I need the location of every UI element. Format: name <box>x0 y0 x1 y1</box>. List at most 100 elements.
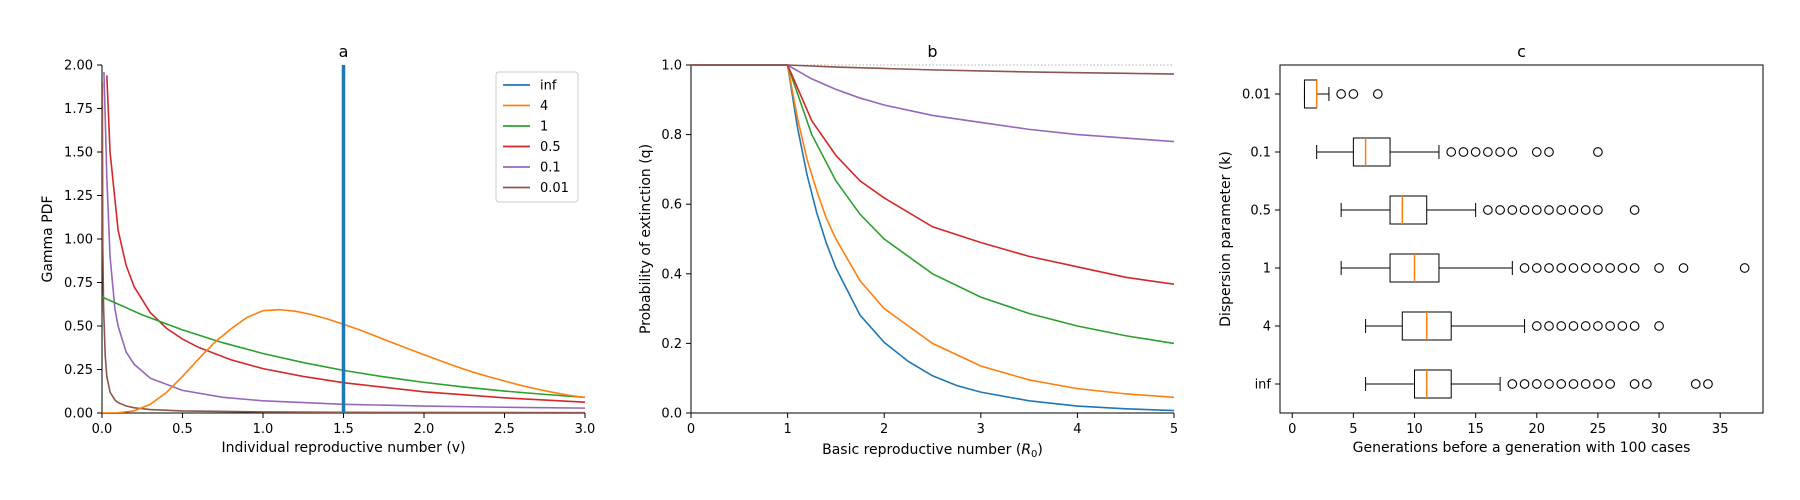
flier-point <box>1617 263 1628 273</box>
y-tick-label: 0.2 <box>661 337 682 352</box>
box-inf <box>1365 369 1713 399</box>
flier-point <box>1544 263 1554 273</box>
y-tick-label: 1 <box>1263 262 1271 277</box>
flier-point <box>1629 321 1640 331</box>
x-tick-label: 3 <box>977 422 985 437</box>
x-tick-label: 0 <box>687 422 695 437</box>
flier-point <box>1372 89 1383 99</box>
box-1 <box>1340 253 1750 283</box>
flier-point <box>1495 205 1505 215</box>
flier-point <box>1556 205 1567 215</box>
y-tick-label: 2.00 <box>64 59 93 74</box>
flier-point <box>1519 263 1530 273</box>
x-tick-label: 0 <box>1288 422 1296 437</box>
series-line-0.1 <box>691 64 1174 143</box>
flier-point <box>1629 205 1640 215</box>
y-tick-label: 1.25 <box>64 189 93 204</box>
flier-point <box>1593 263 1603 273</box>
flier-point <box>1544 321 1554 331</box>
legend-label-4: 4 <box>540 99 548 114</box>
x-axis-label: Basic reproductive number (R0) <box>822 442 1043 460</box>
series-line-1 <box>691 64 1174 345</box>
box-4 <box>1365 311 1664 341</box>
box-0.1 <box>1316 137 1603 167</box>
flier-point <box>1531 321 1542 331</box>
flier-point <box>1593 205 1603 215</box>
x-tick-label: 1.5 <box>333 422 354 437</box>
box-iqr <box>1414 369 1452 399</box>
flier-point <box>1519 379 1530 389</box>
legend: inf 4 1 0.5 0.1 0.01 <box>495 71 579 203</box>
flier-point <box>1629 379 1640 389</box>
box-0.01 <box>1303 79 1383 109</box>
x-tick-label: 3.0 <box>575 422 596 437</box>
panel-title: c <box>1517 42 1526 61</box>
flier-point <box>1507 205 1518 215</box>
flier-point <box>1556 379 1567 389</box>
flier-point <box>1531 263 1542 273</box>
flier-point <box>1568 379 1579 389</box>
flier-point <box>1556 263 1567 273</box>
y-tick-label: 1.75 <box>64 102 93 117</box>
y-tick-label: 0.1 <box>1250 146 1271 161</box>
flier-point <box>1556 321 1567 331</box>
series-line-inf <box>691 64 1174 412</box>
flier-point <box>1593 321 1603 331</box>
x-tick-label: 2.5 <box>494 422 515 437</box>
flier-point <box>1544 379 1554 389</box>
series-line-0.01 <box>102 82 585 413</box>
x-tick-label: 1.0 <box>253 422 274 437</box>
flier-point <box>1568 263 1579 273</box>
flier-point <box>1568 321 1579 331</box>
series-line-0.5 <box>106 75 585 404</box>
x-axis-label-suffix: ) <box>1037 442 1042 458</box>
flier-point <box>1690 379 1701 389</box>
legend-label-inf: inf <box>540 79 557 94</box>
y-tick-label: 1.50 <box>64 146 93 161</box>
legend-label-0.1: 0.1 <box>540 161 561 176</box>
x-tick-label: 35 <box>1712 422 1729 437</box>
y-tick-label: inf <box>1255 378 1272 393</box>
x-axis-label-sub: 0 <box>1031 449 1037 460</box>
x-tick-label: 25 <box>1590 422 1607 437</box>
y-axis-label: Dispersion parameter (k) <box>1218 151 1234 327</box>
x-tick-label: 2 <box>880 422 888 437</box>
x-tick-label: 1 <box>783 422 791 437</box>
x-tick-label: 20 <box>1529 422 1546 437</box>
flier-point <box>1703 379 1713 389</box>
x-tick-label: 2.0 <box>414 422 435 437</box>
x-tick-label: 30 <box>1651 422 1668 437</box>
box-iqr <box>1389 195 1428 225</box>
series-line-0.1 <box>103 71 585 409</box>
x-tick-label: 0.5 <box>172 422 193 437</box>
flier-point <box>1483 147 1493 157</box>
x-axis-label: Individual reproductive number (v) <box>221 440 465 456</box>
flier-point <box>1544 147 1554 157</box>
y-tick-label: 0.50 <box>64 320 93 335</box>
x-axis-label: Generations before a generation with 100… <box>1353 440 1691 456</box>
flier-point <box>1617 321 1628 331</box>
x-tick-label: 15 <box>1467 422 1484 437</box>
x-axis-label-symbol: R <box>1021 442 1031 458</box>
box-iqr <box>1352 137 1391 167</box>
panel-title: b <box>927 42 937 61</box>
flier-point <box>1458 147 1469 157</box>
y-axis-label: Gamma PDF <box>40 195 56 282</box>
flier-point <box>1605 263 1616 273</box>
y-tick-label: 4 <box>1263 320 1271 335</box>
flier-point <box>1446 147 1457 157</box>
flier-point <box>1531 205 1542 215</box>
plot-area-a <box>102 65 585 413</box>
panel-c: c 0 5 10 15 20 25 30 35 Generations before a gene… <box>1218 42 1764 456</box>
legend-label-0.01: 0.01 <box>540 181 569 196</box>
legend-frame <box>495 71 579 203</box>
flier-point <box>1593 379 1603 389</box>
box-iqr <box>1303 79 1318 109</box>
y-tick-label: 0.4 <box>661 267 682 282</box>
flier-point <box>1641 379 1652 389</box>
flier-point <box>1495 147 1505 157</box>
flier-point <box>1605 379 1616 389</box>
y-tick-label: 0.0 <box>661 407 682 422</box>
series-line-0.5 <box>691 64 1174 286</box>
